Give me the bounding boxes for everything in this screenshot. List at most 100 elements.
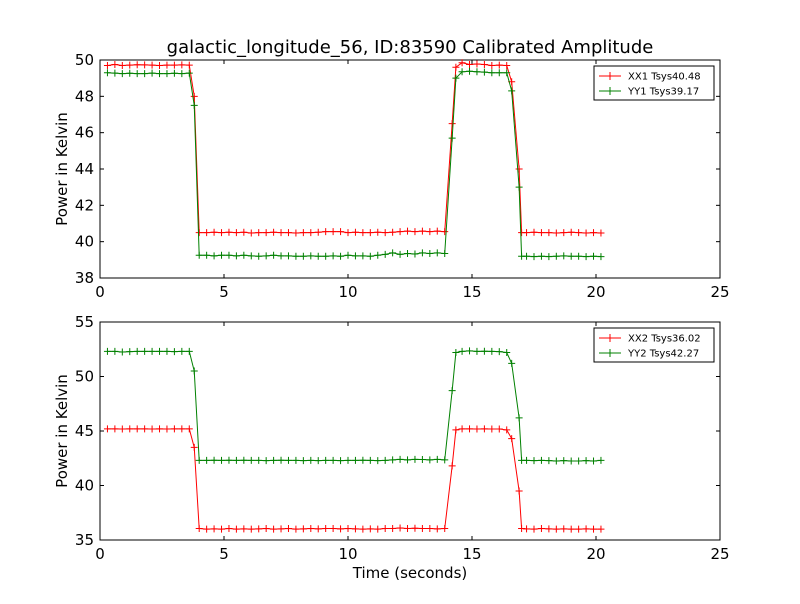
bottom-data-point <box>277 525 285 533</box>
top-data-point <box>218 251 226 259</box>
bottom-data-point <box>351 456 359 464</box>
top-data-point <box>185 69 193 77</box>
top-y-tick-label: 46 <box>75 124 94 142</box>
top-data-point <box>560 229 568 237</box>
top-legend <box>593 65 715 101</box>
bottom-data-point <box>590 525 598 533</box>
top-data-point <box>530 253 538 261</box>
top-data-point <box>299 252 307 260</box>
bottom-data-point <box>255 525 263 533</box>
bottom-data-point <box>374 457 382 465</box>
bottom-data-point <box>537 525 545 533</box>
top-data-point <box>530 228 538 236</box>
top-data-point <box>163 70 171 78</box>
top-data-point <box>337 228 345 236</box>
top-data-point <box>597 253 605 261</box>
top-data-point <box>232 229 240 237</box>
bottom-data-point <box>141 425 149 433</box>
bottom-data-point <box>337 457 345 465</box>
top-data-point <box>337 252 345 260</box>
top-data-point <box>495 69 503 77</box>
bottom-data-point <box>396 455 404 463</box>
bottom-data-point <box>458 425 466 433</box>
top-data-point <box>148 69 156 77</box>
bottom-data-point <box>203 456 211 464</box>
bottom-data-point <box>225 456 233 464</box>
bottom-data-point <box>503 349 511 357</box>
bottom-data-point <box>582 457 590 465</box>
bottom-data-point <box>396 524 404 532</box>
bottom-data-point <box>247 456 255 464</box>
top-data-point <box>448 134 456 142</box>
top-data-point <box>284 229 292 237</box>
bottom-data-point <box>452 349 460 357</box>
top-legend-label: XX1 Tsys40.48 <box>628 72 701 83</box>
top-data-point <box>103 69 111 77</box>
bottom-data-point <box>195 525 203 533</box>
bottom-data-point <box>190 367 198 375</box>
bottom-data-point <box>329 525 337 533</box>
top-data-point <box>552 252 560 260</box>
bottom-data-point <box>503 426 511 434</box>
bottom-data-point <box>523 525 531 533</box>
top-data-point <box>359 252 367 260</box>
top-data-point <box>133 61 141 69</box>
top-data-point <box>374 251 382 259</box>
top-data-point <box>203 229 211 237</box>
bottom-data-point <box>508 359 516 367</box>
top-series-line-1 <box>107 62 601 234</box>
bottom-data-point <box>597 456 605 464</box>
top-data-point <box>396 228 404 236</box>
bottom-data-point <box>389 456 397 464</box>
top-data-point <box>575 252 583 260</box>
top-x-tick-label: 15 <box>462 283 481 301</box>
bottom-data-point <box>537 456 545 464</box>
bottom-data-point <box>329 456 337 464</box>
top-data-point <box>545 253 553 261</box>
top-data-point <box>262 229 270 237</box>
top-data-point <box>262 252 270 260</box>
top-data-point <box>185 61 193 69</box>
bottom-data-point <box>344 456 352 464</box>
bottom-data-point <box>277 456 285 464</box>
bottom-legend-marker <box>606 349 614 357</box>
top-data-point <box>307 229 315 237</box>
bottom-legend <box>593 327 715 363</box>
top-data-point <box>225 228 233 236</box>
bottom-data-point <box>495 348 503 356</box>
bottom-data-point <box>148 425 156 433</box>
bottom-x-tick-label: 10 <box>338 545 357 563</box>
top-data-point <box>322 252 330 260</box>
top-data-point <box>404 249 412 257</box>
top-y-tick-label: 42 <box>75 196 94 214</box>
top-data-point <box>314 228 322 236</box>
bottom-y-tick-label: 50 <box>75 368 94 386</box>
bottom-data-point <box>292 456 300 464</box>
top-data-point <box>240 251 248 259</box>
bottom-data-point <box>590 457 598 465</box>
top-data-point <box>426 249 434 257</box>
top-data-point <box>452 63 460 71</box>
top-data-point <box>567 228 575 236</box>
bottom-data-point <box>262 457 270 465</box>
top-data-point <box>488 69 496 77</box>
bottom-data-point <box>156 347 164 355</box>
bottom-data-point <box>381 456 389 464</box>
bottom-data-point <box>433 455 441 463</box>
bottom-data-point <box>560 457 568 465</box>
top-x-tick-label: 0 <box>95 283 105 301</box>
chart-panel-bottom: 0 5 10 15 20 25 35 40 45 50 55 Power in Kelvin XX2 T… <box>53 313 730 563</box>
bottom-data-point <box>141 347 149 355</box>
top-data-point <box>170 69 178 77</box>
bottom-data-point <box>262 525 270 533</box>
top-data-point <box>270 228 278 236</box>
bottom-data-point <box>344 525 352 533</box>
bottom-y-tick-label: 45 <box>75 422 94 440</box>
bottom-data-point <box>118 425 126 433</box>
top-data-point <box>418 227 426 235</box>
bottom-data-point <box>582 525 590 533</box>
top-x-tick-label: 10 <box>338 283 357 301</box>
bottom-data-point <box>178 347 186 355</box>
